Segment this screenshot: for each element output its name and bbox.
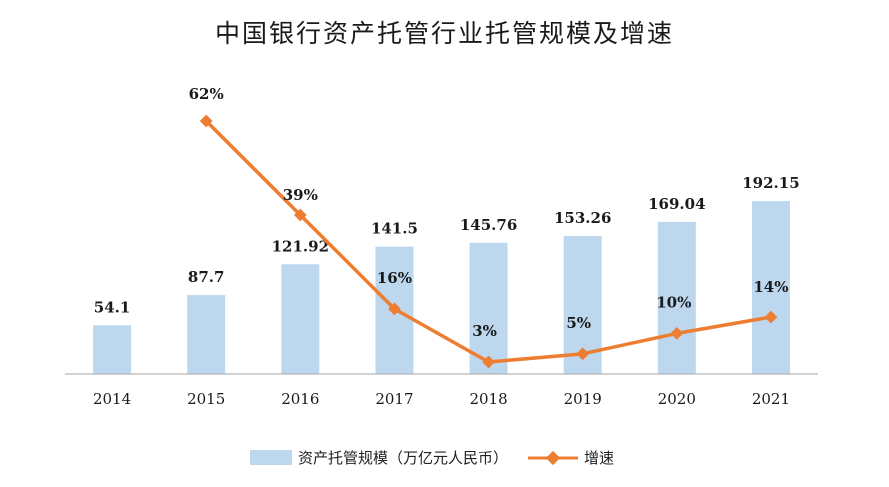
bar-2014 (93, 325, 132, 374)
legend-line-swatch (528, 450, 579, 465)
growth-marker-2017 (388, 302, 401, 316)
bar-value-label-2014: 54.1 (94, 298, 131, 316)
bar-2020 (657, 221, 696, 374)
growth-label-2015: 62% (189, 85, 224, 103)
legend-bar-swatch (250, 450, 292, 465)
bar-2016 (281, 264, 320, 374)
growth-marker-2015 (199, 114, 213, 128)
growth-marker-2018 (482, 355, 495, 369)
legend-bar-label: 资产托管规模（万亿元人民币） (298, 449, 509, 467)
legend-line-label: 增速 (584, 449, 615, 467)
x-tick-label-2014: 2014 (93, 390, 131, 408)
bar-value-label-2018: 145.76 (460, 216, 517, 234)
bar-2021 (751, 201, 790, 374)
bar-value-label-2020: 169.04 (648, 195, 705, 213)
chart-title: 中国银行资产托管行业托管规模及增速 (214, 19, 674, 48)
bar-value-label-2021: 192.15 (742, 174, 799, 192)
growth-label-2017: 16% (377, 269, 412, 287)
bar-2015 (187, 295, 226, 374)
growth-label-2018: 3% (472, 322, 497, 340)
x-tick-label-2020: 2020 (658, 390, 696, 408)
legend: 资产托管规模（万亿元人民币） 增速 (250, 447, 614, 468)
bar-value-label-2016: 121.92 (272, 237, 329, 255)
growth-marker-2016 (293, 208, 307, 222)
growth-label-2020: 10% (656, 293, 691, 311)
x-tick-label-2017: 2017 (375, 390, 413, 408)
x-tick-label-2016: 2016 (281, 390, 319, 408)
growth-label-2021: 14% (753, 278, 788, 296)
x-tick-label-2021: 2021 (752, 390, 790, 408)
bar-2018 (469, 242, 508, 374)
bar-value-label-2015: 87.7 (188, 268, 225, 286)
x-tick-label-2019: 2019 (564, 390, 602, 408)
growth-label-2019: 5% (566, 314, 591, 332)
bar-value-label-2019: 153.26 (554, 209, 611, 227)
x-tick-label-2018: 2018 (469, 390, 507, 408)
x-tick-label-2015: 2015 (187, 390, 225, 408)
bar-value-label-2017: 141.5 (371, 220, 418, 238)
growth-label-2016: 39% (283, 186, 318, 204)
